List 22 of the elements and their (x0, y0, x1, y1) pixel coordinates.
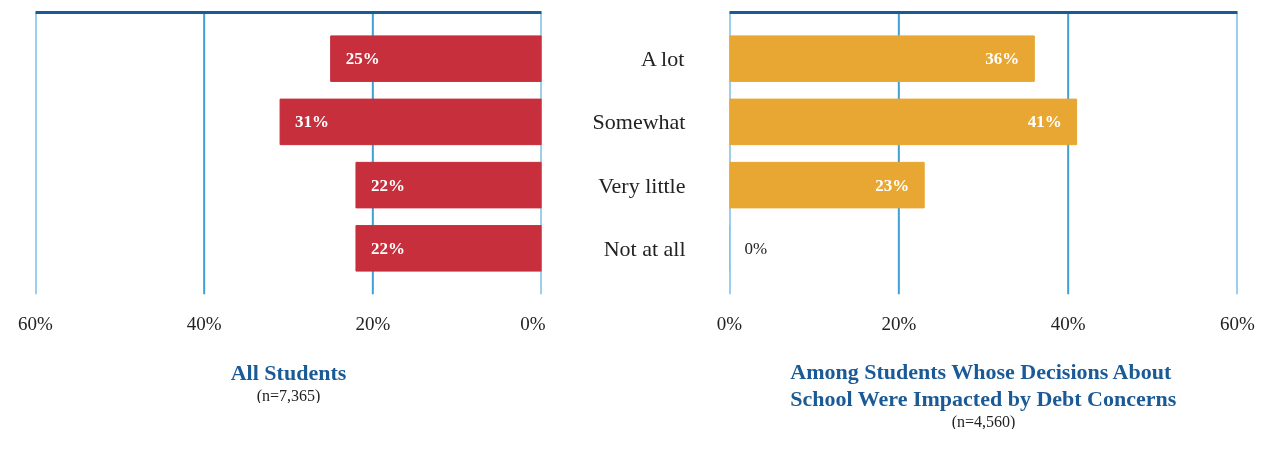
x-tick-label: 0% (520, 312, 546, 334)
x-tick-label: 60% (1220, 312, 1256, 334)
data-label: 0% (744, 238, 768, 258)
y-tick-label: Not at all (603, 235, 686, 261)
data-label: 23% (875, 175, 910, 195)
x-tick-label: 20% (881, 312, 917, 334)
y-tick-label: A lot (640, 46, 685, 72)
data-label: 41% (1027, 112, 1062, 132)
text: Among Students Whose Decisions About School Were Impacted by Debt Concerns (790, 359, 1177, 411)
x-tick-label: 40% (186, 312, 222, 334)
x-tick-label: 40% (1050, 312, 1086, 334)
y-tick-label: Somewhat (592, 109, 686, 135)
data-label: 22% (370, 238, 405, 258)
data-label: 25% (345, 49, 380, 69)
x-tick-label: 0% (716, 312, 743, 334)
data-label: 22% (370, 175, 405, 195)
data-label: 31% (295, 112, 330, 132)
x-tick-label: 20% (355, 312, 391, 334)
data-label: 36% (985, 49, 1020, 69)
text: All Students (230, 359, 347, 385)
x-tick-label: 60% (18, 312, 54, 334)
y-tick-label: Very little (598, 172, 686, 198)
